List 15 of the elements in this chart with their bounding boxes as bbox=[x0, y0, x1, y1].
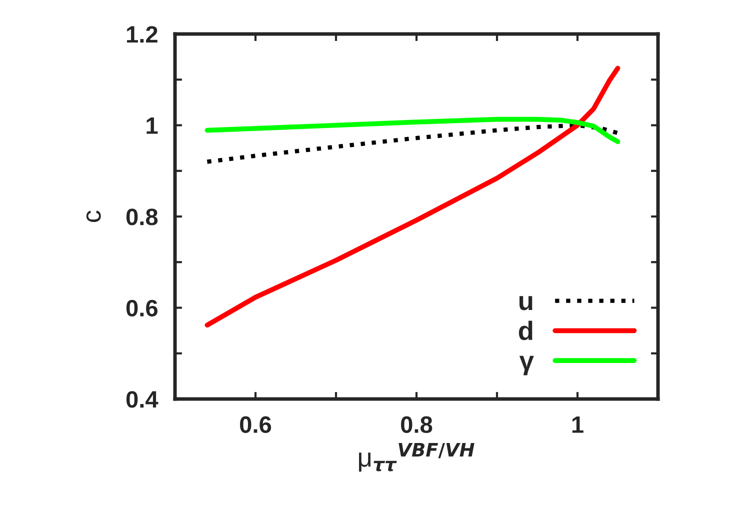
legend-label: γ bbox=[519, 356, 534, 376]
legend-label: u bbox=[519, 296, 532, 310]
y-tick-label: 0.6 bbox=[126, 300, 158, 317]
legend-label: d bbox=[518, 320, 532, 340]
x-tick-label: 0.8 bbox=[401, 416, 432, 434]
y-axis-title: c bbox=[86, 210, 101, 222]
x-tick-label: 0.6 bbox=[240, 416, 272, 434]
y-tick-label: 0.8 bbox=[126, 208, 158, 226]
y-tick-label: 1.2 bbox=[127, 26, 158, 43]
y-tick-label: 1 bbox=[146, 118, 158, 134]
y-tick-label: 0.4 bbox=[126, 391, 158, 408]
line-series bbox=[204, 116, 620, 144]
x-axis-title: μ$_{ττ}$$^{VBF/VH}$ bbox=[359, 443, 474, 472]
line-series bbox=[205, 123, 620, 164]
x-tick-label: 1 bbox=[572, 416, 584, 433]
